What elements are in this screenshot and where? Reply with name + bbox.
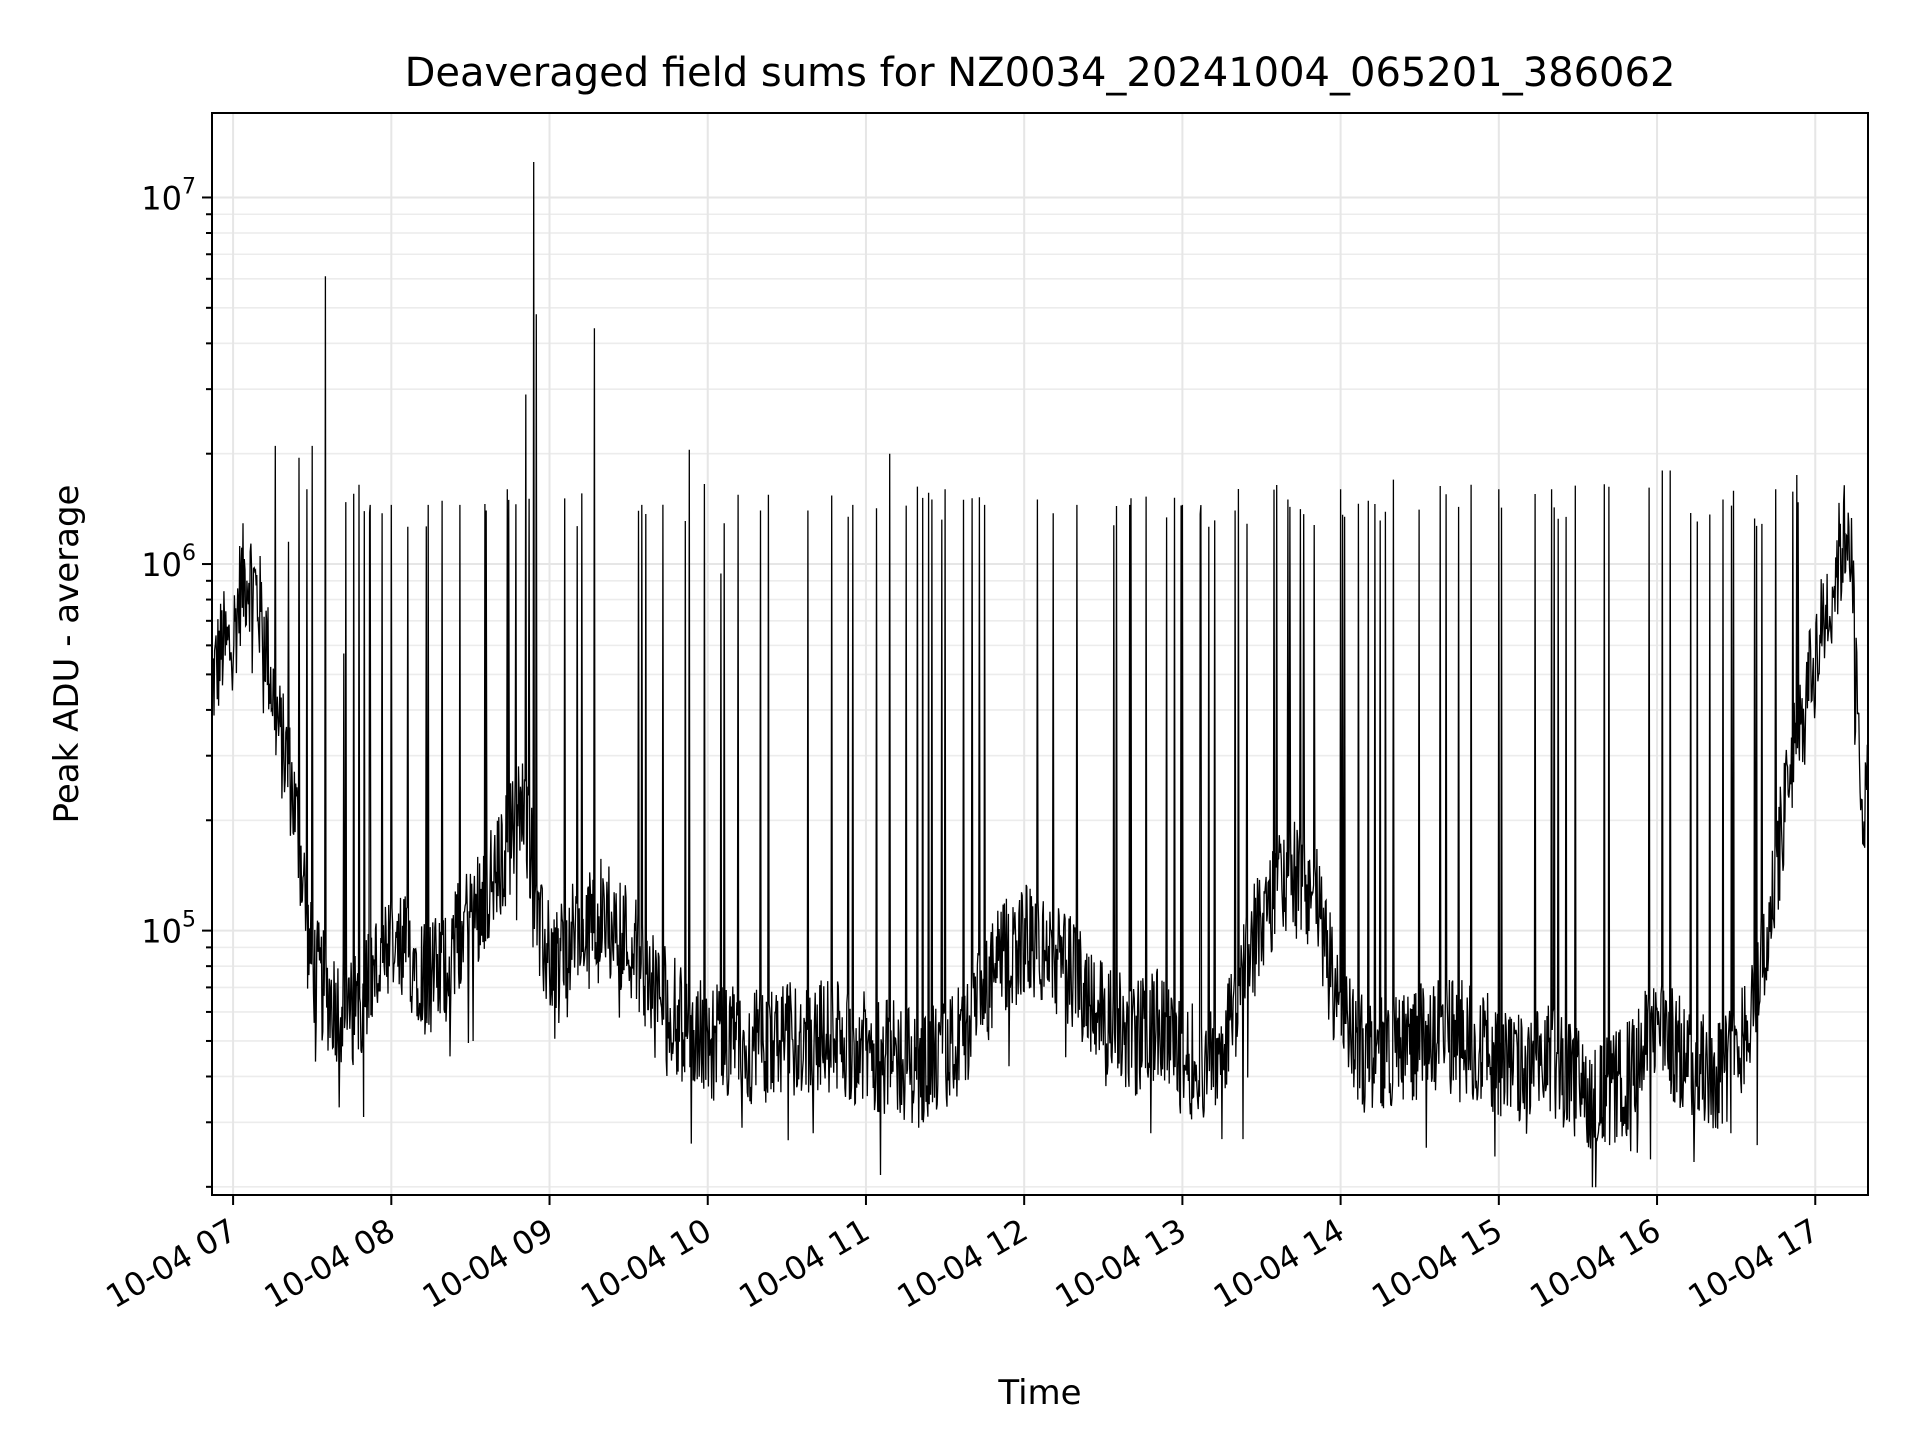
x-axis-label: Time <box>997 1373 1081 1413</box>
y-axis-label: Peak ADU - average <box>47 485 87 824</box>
chart-title: Deaveraged field sums for NZ0034_2024100… <box>405 50 1676 96</box>
series-line <box>212 161 1868 1188</box>
plot-frame <box>211 112 1869 1196</box>
y-tick-label: 106 <box>141 541 196 584</box>
y-tick-label: 105 <box>141 908 196 951</box>
y-tick-label: 107 <box>141 174 196 217</box>
